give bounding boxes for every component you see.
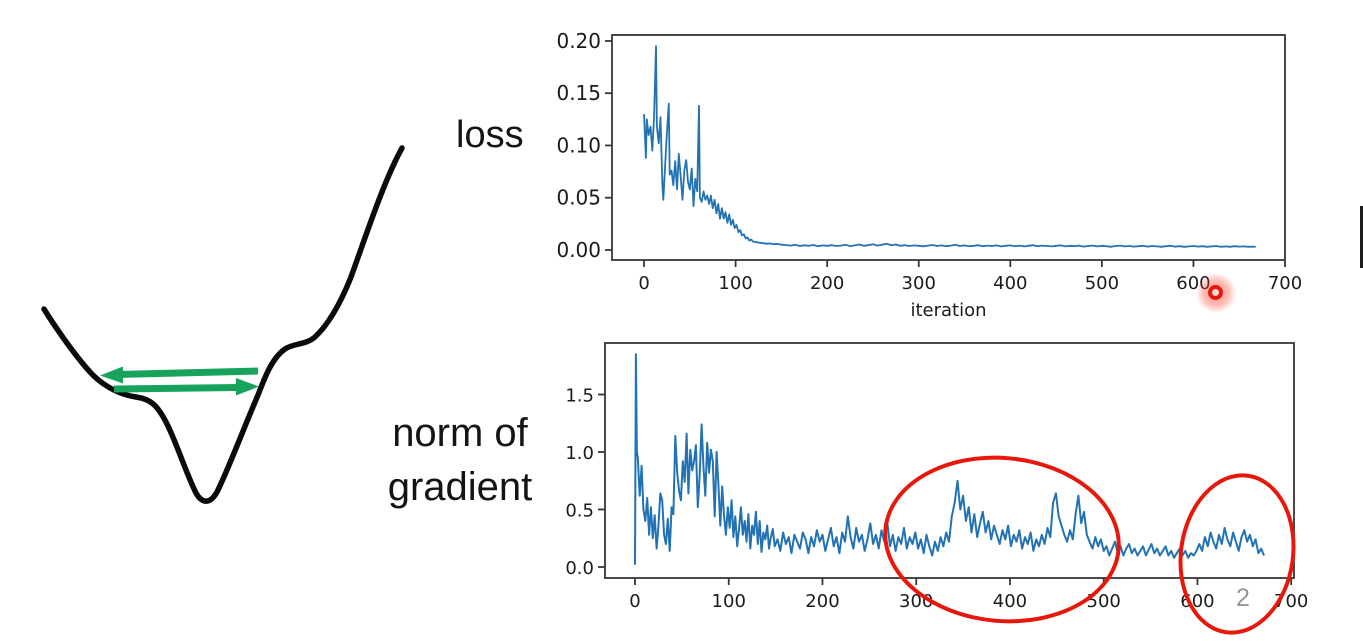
loss-axis-label: loss — [456, 114, 524, 156]
y-tick-label: 0.10 — [556, 133, 601, 157]
page-number: 2 — [1236, 584, 1250, 612]
x-axis-title: iteration — [910, 300, 986, 321]
laser-pointer-glow — [1196, 273, 1236, 313]
x-tick-label: 100 — [718, 273, 752, 294]
y-tick-label: 0.0 — [565, 558, 594, 579]
oscillation-arrow-right-head — [236, 378, 259, 396]
oscillation-arrows — [100, 366, 259, 396]
x-tick-label: 100 — [712, 591, 746, 612]
series-line-training-loss — [643, 45, 1256, 248]
x-tick-label: 200 — [810, 273, 844, 294]
laser-pointer-ring — [1208, 285, 1223, 300]
x-tick-label: 400 — [993, 273, 1027, 294]
y-tick-label: 0.20 — [556, 29, 601, 53]
red-annotation-ellipse-small — [1168, 465, 1306, 641]
x-tick-label: 0 — [638, 273, 649, 294]
y-tick-label: 0.00 — [556, 238, 601, 262]
x-tick-label: 200 — [805, 591, 839, 612]
oscillation-arrow-left-shaft — [117, 367, 259, 378]
y-tick-label: 0.15 — [556, 81, 601, 105]
y-tick-label: 1.5 — [565, 386, 594, 407]
x-tick-label: 500 — [1085, 273, 1119, 294]
x-tick-label: 300 — [902, 273, 936, 294]
x-tick-label: 700 — [1268, 273, 1302, 294]
gradient-axis-label-line1: norm of — [392, 411, 528, 455]
oscillation-arrow-left-head — [100, 366, 123, 384]
gradient-axis-label-line2: gradient — [387, 465, 533, 509]
cropped-figure-edge-mark — [1360, 206, 1363, 268]
red-annotation-ellipse-large — [876, 445, 1128, 634]
x-tick-label: 0 — [629, 591, 640, 612]
y-tick-label: 0.05 — [556, 186, 601, 210]
axis-frame — [611, 34, 1286, 261]
oscillation-arrow-right-shaft — [113, 384, 239, 393]
gradient-axis-label: norm of gradient — [338, 406, 582, 514]
